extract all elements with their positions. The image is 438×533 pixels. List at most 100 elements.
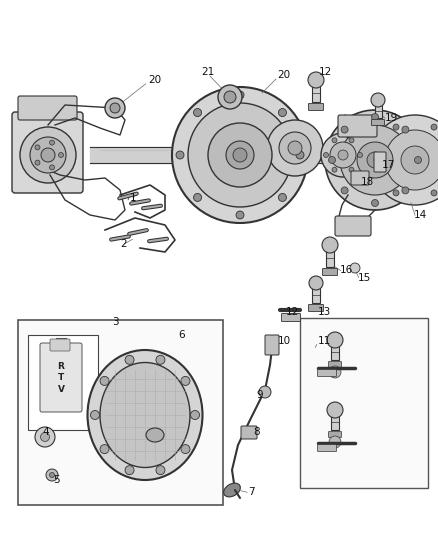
Text: 16: 16: [340, 265, 353, 275]
Circle shape: [370, 115, 438, 205]
FancyBboxPatch shape: [18, 96, 77, 120]
Circle shape: [402, 187, 409, 194]
Bar: [300, 318, 428, 488]
Circle shape: [324, 152, 328, 157]
Circle shape: [125, 356, 134, 365]
FancyBboxPatch shape: [265, 335, 279, 355]
Ellipse shape: [88, 350, 202, 480]
Circle shape: [49, 472, 54, 478]
Ellipse shape: [146, 428, 164, 442]
Circle shape: [296, 151, 304, 159]
Text: 12: 12: [319, 67, 332, 77]
FancyBboxPatch shape: [40, 343, 82, 412]
Bar: [374, 100, 381, 118]
Circle shape: [349, 138, 354, 143]
Circle shape: [349, 167, 354, 172]
Text: 17: 17: [382, 160, 395, 170]
Circle shape: [328, 157, 336, 164]
Circle shape: [279, 132, 311, 164]
Circle shape: [279, 109, 286, 117]
Circle shape: [236, 91, 244, 99]
Circle shape: [233, 148, 247, 162]
Bar: [326, 245, 334, 267]
Circle shape: [181, 376, 190, 385]
FancyBboxPatch shape: [328, 361, 342, 367]
Ellipse shape: [224, 483, 240, 497]
Text: 9: 9: [256, 390, 263, 400]
Bar: [28, 335, 98, 430]
Circle shape: [208, 123, 272, 187]
Ellipse shape: [100, 362, 190, 467]
Circle shape: [259, 386, 271, 398]
Circle shape: [191, 410, 199, 419]
Circle shape: [40, 432, 49, 441]
Circle shape: [176, 151, 184, 159]
Circle shape: [100, 445, 109, 454]
Text: 21: 21: [201, 67, 215, 77]
Circle shape: [194, 109, 201, 117]
FancyBboxPatch shape: [318, 445, 336, 451]
FancyBboxPatch shape: [50, 339, 70, 351]
Bar: [18, 320, 223, 505]
Circle shape: [401, 146, 429, 174]
FancyBboxPatch shape: [308, 304, 324, 311]
Bar: [331, 340, 339, 360]
Circle shape: [329, 366, 341, 378]
Circle shape: [279, 193, 286, 201]
Circle shape: [20, 127, 76, 183]
FancyBboxPatch shape: [374, 152, 386, 172]
Circle shape: [332, 167, 337, 172]
Text: R
T
V: R T V: [57, 362, 64, 393]
Text: 11: 11: [318, 336, 331, 346]
Text: 1: 1: [130, 193, 137, 203]
Circle shape: [288, 141, 302, 155]
Text: 15: 15: [358, 273, 371, 283]
FancyBboxPatch shape: [351, 171, 369, 185]
Circle shape: [181, 445, 190, 454]
Text: 5: 5: [54, 475, 60, 485]
Circle shape: [46, 469, 58, 481]
Bar: [331, 410, 339, 430]
Circle shape: [431, 124, 437, 130]
Circle shape: [393, 124, 399, 130]
Circle shape: [322, 237, 338, 253]
FancyBboxPatch shape: [12, 112, 83, 193]
Circle shape: [357, 142, 393, 178]
Circle shape: [309, 276, 323, 290]
Circle shape: [393, 190, 399, 196]
Circle shape: [59, 152, 64, 157]
Text: 10: 10: [278, 336, 291, 346]
Circle shape: [35, 160, 40, 165]
Circle shape: [49, 140, 54, 145]
Circle shape: [371, 114, 378, 120]
FancyBboxPatch shape: [335, 216, 371, 236]
Text: 20: 20: [277, 70, 290, 80]
Circle shape: [110, 103, 120, 113]
Circle shape: [308, 72, 324, 88]
Circle shape: [325, 110, 425, 210]
Circle shape: [35, 145, 40, 150]
Circle shape: [371, 93, 385, 107]
Bar: [312, 283, 320, 303]
Text: 8: 8: [253, 427, 260, 437]
Circle shape: [330, 142, 356, 168]
Circle shape: [35, 427, 55, 447]
Circle shape: [100, 376, 109, 385]
Circle shape: [218, 85, 242, 109]
Text: 14: 14: [414, 210, 427, 220]
Text: 4: 4: [42, 427, 49, 437]
Circle shape: [414, 157, 421, 164]
Circle shape: [357, 152, 363, 157]
Circle shape: [91, 410, 99, 419]
Text: 12: 12: [286, 307, 299, 317]
Circle shape: [341, 187, 348, 194]
Circle shape: [188, 103, 292, 207]
Text: 13: 13: [318, 307, 331, 317]
Circle shape: [267, 120, 323, 176]
Circle shape: [431, 190, 437, 196]
Text: 3: 3: [112, 317, 118, 327]
Circle shape: [194, 193, 201, 201]
FancyBboxPatch shape: [322, 269, 338, 276]
FancyBboxPatch shape: [282, 313, 300, 321]
Circle shape: [327, 402, 343, 418]
